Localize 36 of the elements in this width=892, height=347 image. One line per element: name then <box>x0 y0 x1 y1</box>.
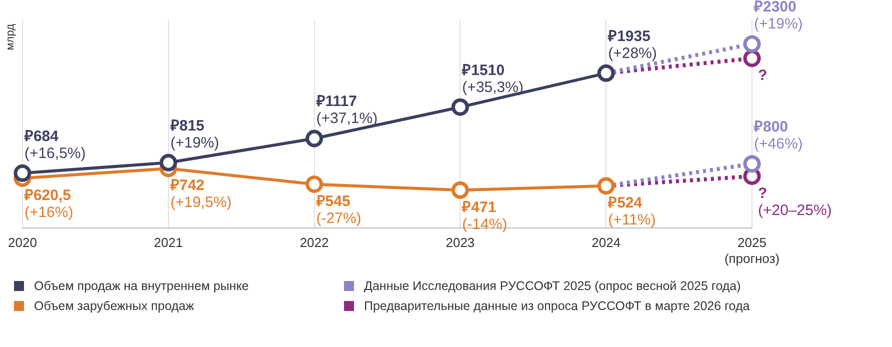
annotation: ? <box>758 67 768 84</box>
x-tick-label: 2024 <box>592 235 621 250</box>
data-label: ₽471 (-14%) <box>461 198 508 233</box>
point <box>743 155 761 173</box>
data-label: ₽545 (-27%) <box>315 192 362 227</box>
point <box>160 154 178 172</box>
point <box>451 181 469 199</box>
data-label: ₽815 (+19%) <box>169 117 220 152</box>
x-tick-label: 2023 <box>446 235 475 250</box>
data-label: ₽1510 (+35,3%) <box>461 62 524 96</box>
data-label: ₽620,5 (+16%) <box>23 186 74 221</box>
point <box>597 64 615 82</box>
legend-label: Объем продаж на внутреннем рынке <box>34 279 249 293</box>
x-tick-label: 2021 <box>154 235 183 250</box>
data-label: ₽684 (+16,5%) <box>23 128 86 162</box>
point <box>306 130 324 148</box>
x-tick-label: 2020 <box>8 235 37 250</box>
data-label: ₽742 (+19,5%) <box>169 177 232 212</box>
x-tick-label: 2025 (прогноз) <box>724 235 780 266</box>
data-label: ₽1117 (+37,1%) <box>315 93 378 128</box>
point <box>306 175 324 193</box>
annotation: ? (+20–25%) <box>758 184 832 219</box>
point <box>743 50 761 68</box>
data-label: ₽524 (+11%) <box>607 194 656 229</box>
point <box>597 177 615 195</box>
data-label: ₽1935 (+28%) <box>607 28 657 62</box>
point <box>451 98 469 116</box>
point <box>14 164 32 182</box>
data-label: ₽800 (+46%) <box>753 118 803 152</box>
legend-label: Данные Исследования РУССОФТ 2025 (опрос весной 2025 года) <box>364 279 741 293</box>
x-tick-label: 2022 <box>300 235 329 250</box>
legend-label: Объем зарубежных продаж <box>34 299 194 313</box>
legend-label: Предварительные данные из опроса РУССОФТ в марте 2026 года <box>364 299 750 313</box>
data-label: ₽2300 (+19%) <box>753 0 803 33</box>
point <box>743 35 761 53</box>
y-axis-title: млрд <box>4 23 16 50</box>
